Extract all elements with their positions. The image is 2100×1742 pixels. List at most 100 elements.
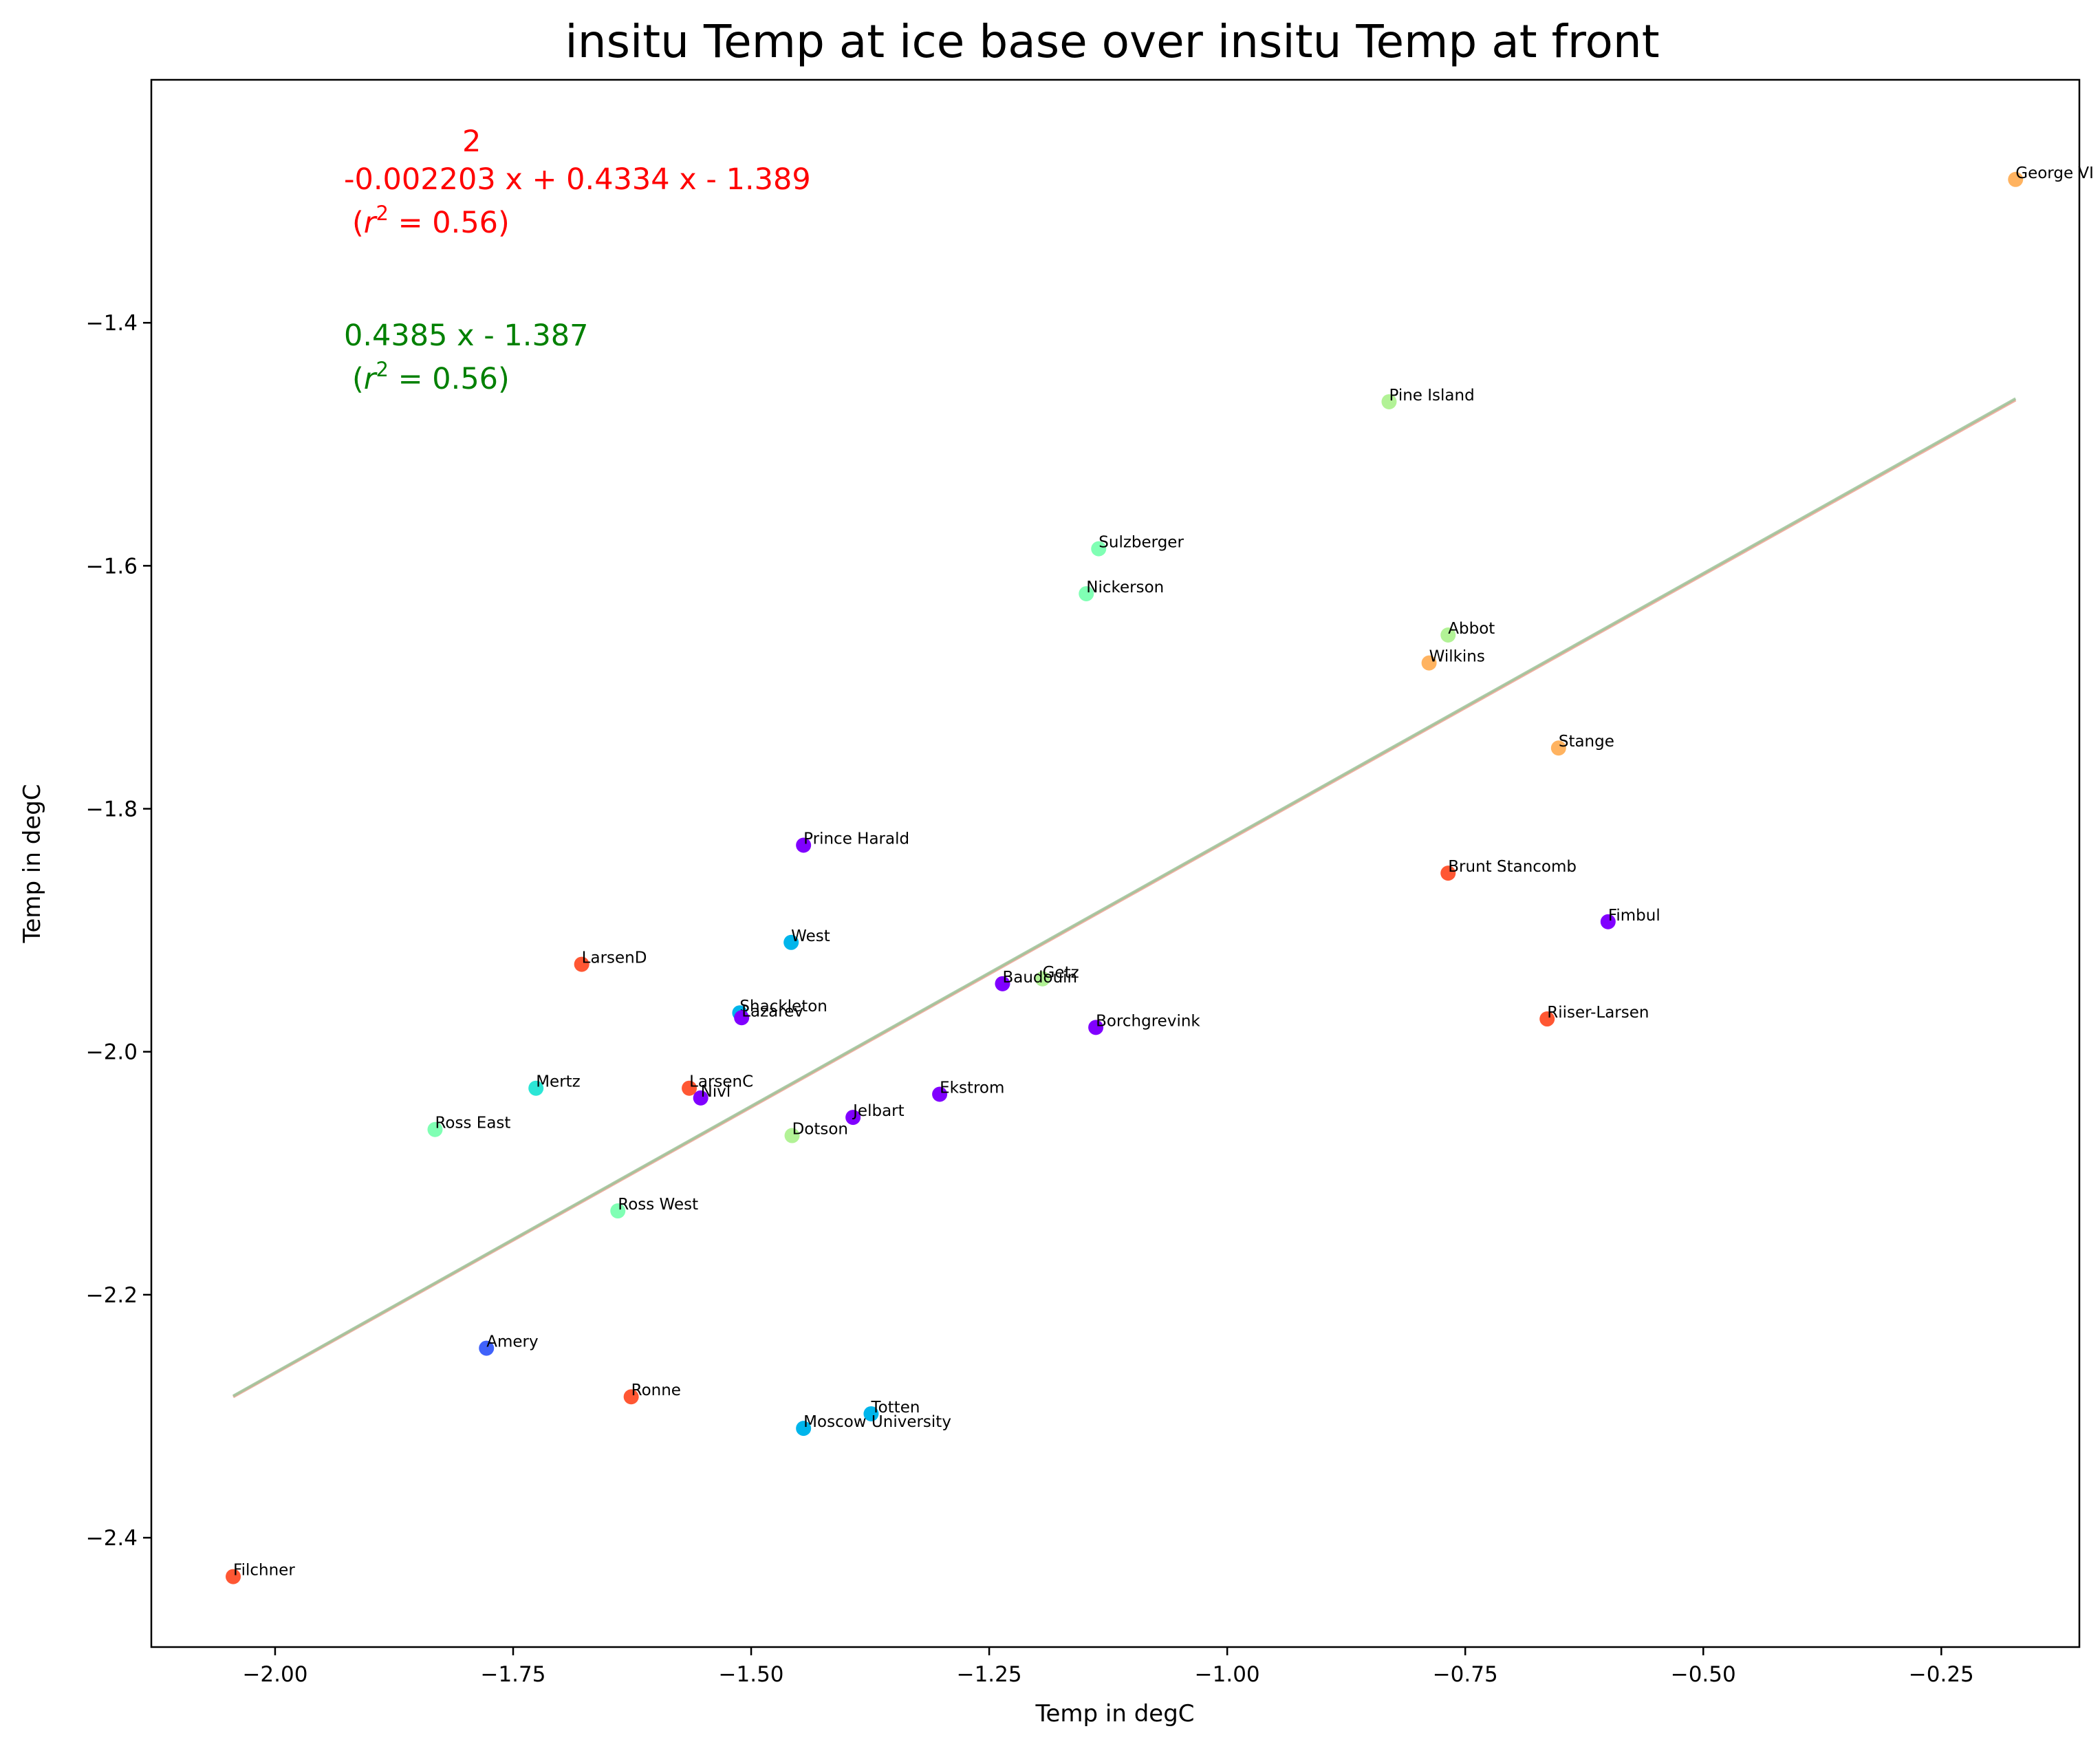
x-tick-label: −1.00 [1195,1662,1260,1687]
data-point [693,1090,708,1106]
red-fit-equation: -0.002203 x + 0.4334 x - 1.389 [344,162,811,197]
point-label: Abbot [1448,620,1495,638]
data-point [1079,585,1094,601]
x-tick-label: −0.25 [1909,1662,1974,1687]
point-label: Lazarev [742,1002,803,1020]
data-point [783,934,799,950]
point-label: Ronne [631,1381,681,1399]
point-label: Dotson [792,1121,848,1139]
point-label: Ekstrom [940,1079,1004,1097]
y-tick-label: −2.4 [86,1526,138,1551]
point-label: Moscow University [803,1413,951,1431]
y-tick-label: −1.8 [86,797,138,822]
data-point [1035,971,1050,987]
green-fit-annotation: 0.4385 x - 1.387 (r2 = 0.56) [344,319,589,396]
data-point [1088,1020,1104,1035]
x-tick-label: −2.00 [242,1662,307,1687]
point-label: Amery [486,1333,538,1351]
point-label: Prince Harald [803,830,909,848]
point-label: Getz [1043,964,1079,982]
data-point [226,1569,241,1584]
data-point [528,1080,544,1096]
point-label: LarsenD [582,949,647,967]
points-layer: George VI Pine Island Sulzberger Nickerson A… [226,164,2094,1584]
data-point [623,1389,639,1405]
point-label: Nivl [701,1083,731,1101]
point-label: Pine Island [1389,387,1474,405]
point-label: Fimbul [1608,907,1660,925]
data-point [479,1340,495,1356]
green-fit-equation: 0.4385 x - 1.387 [344,319,589,353]
data-point [1600,914,1616,929]
data-point [1440,865,1456,881]
green-r2-rest: = 0.56) [389,362,510,396]
x-tick-label: −1.50 [719,1662,784,1687]
x-tick-label: −0.75 [1433,1662,1498,1687]
data-point [863,1406,879,1421]
green-r2-sup: 2 [376,358,388,381]
data-point [784,1128,800,1143]
point-label: Jelbart [852,1102,905,1120]
plot-frame [150,78,2081,1648]
red-r2-open: ( [352,206,364,240]
x-tick-label: −1.75 [480,1662,545,1687]
point-label: Mertz [536,1073,581,1091]
point-label: Borchgrevink [1096,1012,1200,1030]
data-point [796,837,812,853]
plot-area: George VI Pine Island Sulzberger Nickerson A… [150,78,2094,1648]
data-point [682,1080,697,1096]
point-label: Sulzberger [1098,534,1184,552]
point-label: Baudouin [1002,969,1077,987]
point-label: Wilkins [1429,648,1485,666]
point-label: LarsenC [689,1073,753,1091]
data-point [610,1203,626,1219]
point-label: Shackleton [739,998,827,1015]
point-label: Ross East [435,1115,510,1132]
point-label: Stange [1559,733,1614,751]
point-label: George VI [2015,164,2094,182]
y-axis-label: Temp in degC [19,784,46,943]
green-r2-var: r [364,362,378,396]
point-label: Filchner [233,1562,295,1580]
y-tick-label: −2.0 [86,1040,138,1065]
data-point [995,976,1010,991]
y-tick-label: −1.6 [86,554,138,579]
green-r2-open: ( [352,362,364,396]
data-point [845,1110,861,1126]
data-point [2008,171,2024,187]
x-axis-label: Temp in degC [1035,1700,1194,1728]
point-label: Totten [870,1399,920,1417]
data-point [1440,627,1456,643]
fit-line-linear [232,397,2017,1397]
point-label: Ross West [618,1196,698,1214]
green-fit-r2: (r2 = 0.56) [352,358,510,396]
y-tick-label: −2.2 [86,1283,138,1308]
data-point [1421,655,1437,671]
red-r2-var: r [364,206,378,240]
y-axis-ticks: −2.4 −2.2 −2.0 −1.8 −1.6 −1.4 [86,311,151,1551]
y-tick-label: −1.4 [86,311,138,336]
x-tick-label: −0.50 [1671,1662,1736,1687]
data-point [427,1121,443,1137]
data-point [1381,394,1397,409]
data-point [574,956,589,972]
point-label: Riiser-Larsen [1547,1004,1649,1022]
red-r2-rest: = 0.56) [389,206,510,240]
data-point [734,1010,750,1026]
data-point [1091,541,1107,557]
point-label: West [791,927,830,945]
point-label: Brunt Stancomb [1448,858,1577,876]
red-fit-annotation: 2 -0.002203 x + 0.4334 x - 1.389 (r2 = 0… [344,125,811,240]
x-tick-label: −1.25 [957,1662,1022,1687]
point-label: Nickerson [1086,579,1164,596]
data-point [932,1086,948,1102]
red-fit-r2: (r2 = 0.56) [352,202,510,240]
data-point [796,1421,812,1437]
data-point [1539,1011,1555,1027]
x-axis-ticks: −2.00 −1.75 −1.50 −1.25 −1.00 −0.75 −0.50 −0.25 [242,1647,1974,1687]
red-r2-sup: 2 [376,202,388,225]
red-fit-exponent: 2 [462,125,481,159]
data-point [1550,740,1566,756]
